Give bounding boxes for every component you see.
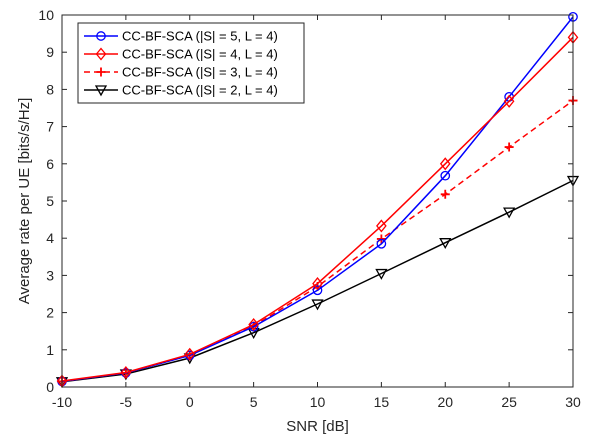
- legend-marker: [96, 31, 106, 41]
- legend-item: CC-BF-SCA (|S| = 3, L = 4): [84, 65, 278, 80]
- legend-label: CC-BF-SCA (|S| = 5, L = 4): [122, 29, 278, 44]
- data-point: [312, 277, 323, 291]
- x-tick-label: -10: [52, 394, 72, 410]
- data-point: [376, 238, 387, 249]
- x-tick-label: 5: [250, 394, 258, 410]
- data-point: [248, 317, 259, 332]
- y-tick-label: 9: [46, 44, 54, 60]
- x-axis-title: SNR [dB]: [286, 418, 349, 435]
- y-tick-label: 10: [38, 7, 54, 23]
- y-tick-label: 5: [46, 193, 54, 209]
- data-point: [311, 299, 324, 311]
- data-point: [375, 268, 388, 280]
- x-tick-label: -5: [120, 394, 133, 410]
- data-point: [503, 207, 516, 219]
- legend-label: CC-BF-SCA (|S| = 3, L = 4): [122, 65, 278, 80]
- data-point: [440, 189, 450, 199]
- plot-frame: [61, 14, 574, 388]
- x-tick-label: 20: [437, 394, 453, 410]
- legend-label: CC-BF-SCA (|S| = 4, L = 4): [122, 47, 278, 62]
- x-tick-label: 30: [565, 394, 581, 410]
- series-line: [61, 179, 574, 383]
- data-point: [312, 285, 323, 296]
- legend-item: CC-BF-SCA (|S| = 5, L = 4): [84, 29, 278, 44]
- data-point: [439, 157, 451, 171]
- y-axis-title: Average rate per UE [bits/s/Hz]: [16, 98, 33, 304]
- data-point: [120, 365, 132, 380]
- y-tick-label: 0: [46, 379, 54, 395]
- legend-marker: [96, 67, 106, 77]
- data-point: [504, 142, 514, 152]
- y-tick-label: 4: [46, 230, 54, 246]
- x-tick-label: 15: [374, 394, 390, 410]
- data-point: [503, 94, 515, 108]
- legend-label: CC-BF-SCA (|S| = 2, L = 4): [122, 83, 278, 98]
- data-point: [439, 238, 452, 250]
- x-tick-label: 10: [310, 394, 326, 410]
- y-tick-label: 3: [46, 267, 54, 283]
- legend-item: CC-BF-SCA (|S| = 2, L = 4): [84, 83, 278, 98]
- y-tick-label: 2: [46, 305, 54, 321]
- series-line: [61, 36, 574, 382]
- legend-item: CC-BF-SCA (|S| = 4, L = 4): [84, 47, 278, 62]
- legend-marker: [94, 85, 108, 97]
- data-point: [440, 170, 451, 181]
- data-point: [184, 347, 196, 361]
- series-group: [56, 30, 579, 388]
- legend-marker: [95, 47, 107, 61]
- x-tick-label: 0: [186, 394, 194, 410]
- y-tick-label: 8: [46, 81, 54, 97]
- data-point: [376, 219, 387, 233]
- y-tick-label: 6: [46, 156, 54, 172]
- y-tick-label: 1: [46, 342, 54, 358]
- x-tick-label: 25: [501, 394, 517, 410]
- y-tick-label: 7: [46, 119, 54, 135]
